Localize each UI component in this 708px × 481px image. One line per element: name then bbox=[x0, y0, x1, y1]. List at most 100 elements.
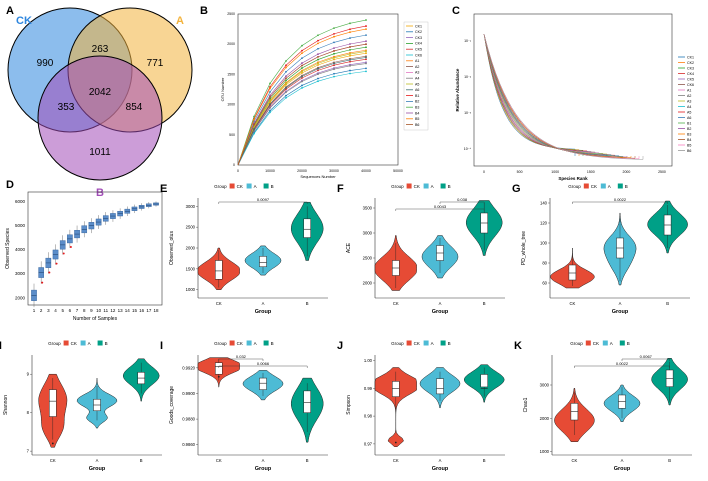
plot-frame-d bbox=[27, 191, 163, 306]
legend-label-c: B5 bbox=[687, 143, 691, 147]
y-tick-c: 10⁻² bbox=[464, 75, 472, 79]
series-point-b bbox=[285, 60, 287, 62]
legend-swatch-h bbox=[63, 340, 69, 346]
x-axis-label-b: Sequences Number bbox=[300, 174, 336, 179]
series-point-b bbox=[365, 56, 367, 59]
series-point-b bbox=[253, 128, 255, 130]
x-tick-d: 1 bbox=[33, 308, 36, 313]
panel-label-g: G bbox=[512, 183, 521, 195]
series-point-b bbox=[301, 70, 303, 73]
y-tick-j: 0.97 bbox=[364, 441, 373, 446]
x-tick-k: A bbox=[621, 458, 624, 463]
series-point-b bbox=[285, 64, 287, 67]
x-tick-e: CK bbox=[216, 301, 222, 306]
x-tick-j: B bbox=[483, 458, 486, 463]
series-point-b bbox=[333, 75, 335, 78]
significance-bracket-f bbox=[439, 201, 485, 204]
series-point-b bbox=[269, 107, 271, 109]
y-tick-i: 0.9920 bbox=[182, 365, 195, 370]
legend-label-b: B4 bbox=[415, 111, 419, 115]
series-point-b bbox=[317, 62, 319, 65]
x-tick-d: 16 bbox=[139, 308, 145, 313]
y-tick-b: 2500 bbox=[227, 12, 235, 16]
series-point-b bbox=[365, 40, 367, 43]
legend-label-c: CK5 bbox=[687, 77, 694, 81]
x-tick-f: A bbox=[439, 301, 442, 306]
outlier-i bbox=[217, 375, 220, 378]
series-point-b bbox=[301, 44, 303, 47]
box-j-a bbox=[436, 378, 444, 395]
x-tick-d: 18 bbox=[153, 308, 159, 313]
series-point-b bbox=[253, 123, 255, 126]
y-tick-g: 100 bbox=[540, 241, 548, 246]
x-tick-c: 1000 bbox=[551, 170, 559, 174]
legend-swatch-g bbox=[583, 183, 589, 189]
legend-label-c: CK3 bbox=[687, 66, 694, 70]
series-point-b bbox=[301, 75, 303, 78]
y-tick-d: 5000 bbox=[15, 223, 26, 228]
x-tick-d: 13 bbox=[118, 308, 124, 313]
legend-swatch-f bbox=[440, 183, 446, 189]
venn-count-ck-a: 263 bbox=[92, 44, 109, 55]
panel-label-a: A bbox=[6, 5, 14, 17]
y-tick-k: 1000 bbox=[540, 449, 550, 454]
x-tick-d: 11 bbox=[103, 308, 108, 313]
legend-label-k: A bbox=[610, 341, 613, 346]
series-line-b-b3 bbox=[237, 19, 367, 166]
x-tick-c: 2500 bbox=[658, 170, 666, 174]
series-point-b bbox=[365, 34, 367, 37]
y-tick-f: 3500 bbox=[363, 206, 373, 211]
series-point-b bbox=[301, 49, 303, 52]
legend-label-c: B4 bbox=[687, 138, 691, 142]
series-point-b bbox=[349, 48, 351, 51]
y-axis-label-e: Observed_otus bbox=[169, 231, 175, 265]
x-axis-label-d: Number of Samples bbox=[73, 316, 118, 322]
series-point-b bbox=[333, 68, 335, 71]
series-point-b bbox=[301, 64, 303, 67]
legend-swatch-g bbox=[617, 183, 623, 189]
y-axis-label-b: OTU Number bbox=[220, 77, 225, 101]
box-h-ck bbox=[49, 389, 57, 417]
legend-label-c: B6 bbox=[687, 149, 691, 153]
box-j-ck bbox=[392, 381, 400, 397]
y-tick-i: 0.9900 bbox=[182, 391, 195, 396]
legend-title-e: Group bbox=[214, 184, 227, 189]
series-point-b bbox=[317, 47, 319, 50]
legend-label-c: A1 bbox=[687, 88, 691, 92]
y-tick-d: 3000 bbox=[15, 271, 26, 276]
y-tick-g: 60 bbox=[542, 281, 547, 286]
legend-label-b: CK5 bbox=[415, 48, 422, 52]
y-axis-label-i: Goods_coverage bbox=[169, 386, 175, 424]
series-point-b bbox=[365, 58, 367, 61]
x-tick-d: 5 bbox=[61, 308, 64, 313]
venn-set-label-a: A bbox=[176, 15, 184, 27]
series-point-b bbox=[317, 64, 319, 66]
x-tick-d: 14 bbox=[125, 308, 131, 313]
plot-frame-b bbox=[237, 13, 399, 166]
legend-label-b: CK3 bbox=[415, 36, 422, 40]
series-point-b bbox=[365, 46, 367, 49]
series-point-b bbox=[365, 52, 367, 55]
series-point-b bbox=[301, 72, 303, 74]
venn-count-a-b: 854 bbox=[126, 102, 143, 113]
x-tick-k: B bbox=[668, 458, 671, 463]
series-point-b bbox=[333, 52, 335, 55]
legend-label-b: B3 bbox=[415, 106, 419, 110]
y-tick-e: 1000 bbox=[186, 287, 196, 292]
outlier-j bbox=[394, 441, 397, 444]
legend-swatch-k bbox=[585, 340, 591, 346]
panel-label-k: K bbox=[514, 340, 522, 352]
series-point-b bbox=[269, 96, 271, 98]
significance-bracket-g bbox=[572, 201, 668, 204]
y-axis-label-c: Relative Abundance bbox=[455, 68, 460, 111]
x-tick-d: 4 bbox=[54, 308, 57, 313]
legend-label-h: B bbox=[105, 341, 108, 346]
x-tick-e: B bbox=[306, 301, 309, 306]
y-tick-c: 10⁻³ bbox=[464, 111, 472, 115]
y-tick-c: 10⁻¹ bbox=[464, 39, 472, 43]
series-point-b bbox=[349, 64, 351, 67]
series-point-b bbox=[285, 77, 287, 80]
x-tick-k: CK bbox=[571, 458, 577, 463]
y-tick-b: 2000 bbox=[227, 42, 235, 46]
